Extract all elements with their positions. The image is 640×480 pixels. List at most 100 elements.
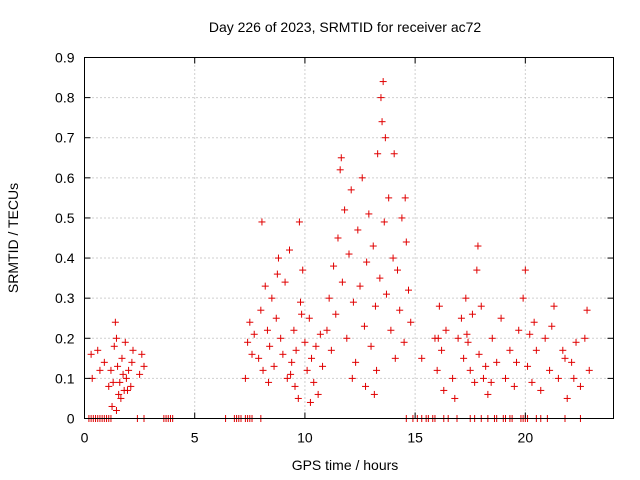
data-point: [435, 302, 443, 310]
data-point: [114, 362, 122, 370]
data-point: [125, 366, 133, 374]
data-point: [255, 354, 263, 362]
data-point: [418, 354, 426, 362]
data-point: [257, 306, 265, 314]
data-point: [336, 166, 344, 174]
data-point: [398, 214, 406, 222]
data-point: [285, 246, 293, 254]
data-point: [464, 338, 472, 346]
data-point: [306, 398, 314, 406]
data-point: [119, 370, 127, 378]
y-tick-label: 0.7: [55, 130, 75, 146]
plot-frame: [84, 57, 614, 419]
data-point: [581, 334, 589, 342]
data-point: [475, 350, 483, 358]
data-point: [401, 194, 409, 202]
data-point: [451, 394, 459, 402]
data-point: [513, 358, 521, 366]
data-point: [116, 378, 124, 386]
data-point: [112, 334, 120, 342]
data-point: [115, 390, 123, 398]
data-point: [96, 366, 104, 374]
data-point: [338, 278, 346, 286]
data-point: [356, 282, 364, 290]
data-point: [279, 350, 287, 358]
data-point: [521, 266, 529, 274]
data-point: [348, 374, 356, 382]
data-point: [559, 346, 567, 354]
data-point: [111, 318, 119, 326]
data-point: [449, 374, 457, 382]
data-point: [482, 362, 490, 370]
data-point: [123, 386, 131, 394]
data-point: [303, 366, 311, 374]
data-point: [382, 290, 390, 298]
data-point: [463, 330, 471, 338]
data-point: [363, 258, 371, 266]
data-point: [510, 382, 518, 390]
data-point: [265, 378, 273, 386]
data-point: [258, 218, 266, 226]
data-point: [484, 390, 492, 398]
data-point: [334, 234, 342, 242]
x-axis-label: GPS time / hours: [292, 457, 399, 473]
data-point: [440, 386, 448, 394]
y-tick-label: 0.8: [55, 90, 75, 106]
x-tick-label: 5: [191, 430, 199, 446]
data-point: [347, 186, 355, 194]
data-point: [121, 338, 129, 346]
data-point: [100, 358, 108, 366]
data-point: [360, 322, 368, 330]
y-tick-label: 0.3: [55, 290, 75, 306]
data-point: [477, 302, 485, 310]
data-point: [109, 378, 117, 386]
data-point: [314, 390, 322, 398]
y-tick-label: 0.5: [55, 210, 75, 226]
data-point: [308, 354, 316, 362]
data-point: [519, 294, 527, 302]
data-point: [488, 334, 496, 342]
data-point: [390, 150, 398, 158]
y-axis-label: SRMTID / TECUs: [5, 183, 21, 293]
data-point: [387, 326, 395, 334]
data-point: [466, 366, 474, 374]
data-point: [479, 374, 487, 382]
data-point: [554, 374, 562, 382]
data-point: [107, 366, 115, 374]
data-point: [128, 358, 136, 366]
y-tick-label: 0: [67, 411, 75, 427]
data-point: [433, 366, 441, 374]
data-point: [442, 326, 450, 334]
data-point: [266, 342, 274, 350]
data-point: [337, 154, 345, 162]
data-point: [108, 402, 116, 410]
data-point: [462, 294, 470, 302]
data-point: [263, 326, 271, 334]
data-point: [548, 322, 556, 330]
data-point: [319, 362, 327, 370]
data-point: [110, 342, 118, 350]
data-point: [546, 366, 554, 374]
data-point: [378, 118, 386, 126]
data-point: [524, 362, 532, 370]
y-tick-label: 0.4: [55, 250, 75, 266]
data-point: [576, 382, 584, 390]
data-point: [373, 366, 381, 374]
tick-marks: [84, 57, 614, 419]
data-point: [272, 314, 280, 322]
data-point: [537, 386, 545, 394]
data-point: [370, 390, 378, 398]
data-point: [561, 354, 569, 362]
data-point: [241, 374, 249, 382]
data-point: [122, 374, 130, 382]
data-point: [371, 302, 379, 310]
data-point: [369, 242, 377, 250]
data-point: [295, 218, 303, 226]
data-point: [292, 346, 300, 354]
data-point: [112, 406, 120, 414]
data-point: [530, 318, 538, 326]
data-point: [118, 354, 126, 362]
data-point: [468, 310, 476, 318]
data-point: [136, 370, 144, 378]
